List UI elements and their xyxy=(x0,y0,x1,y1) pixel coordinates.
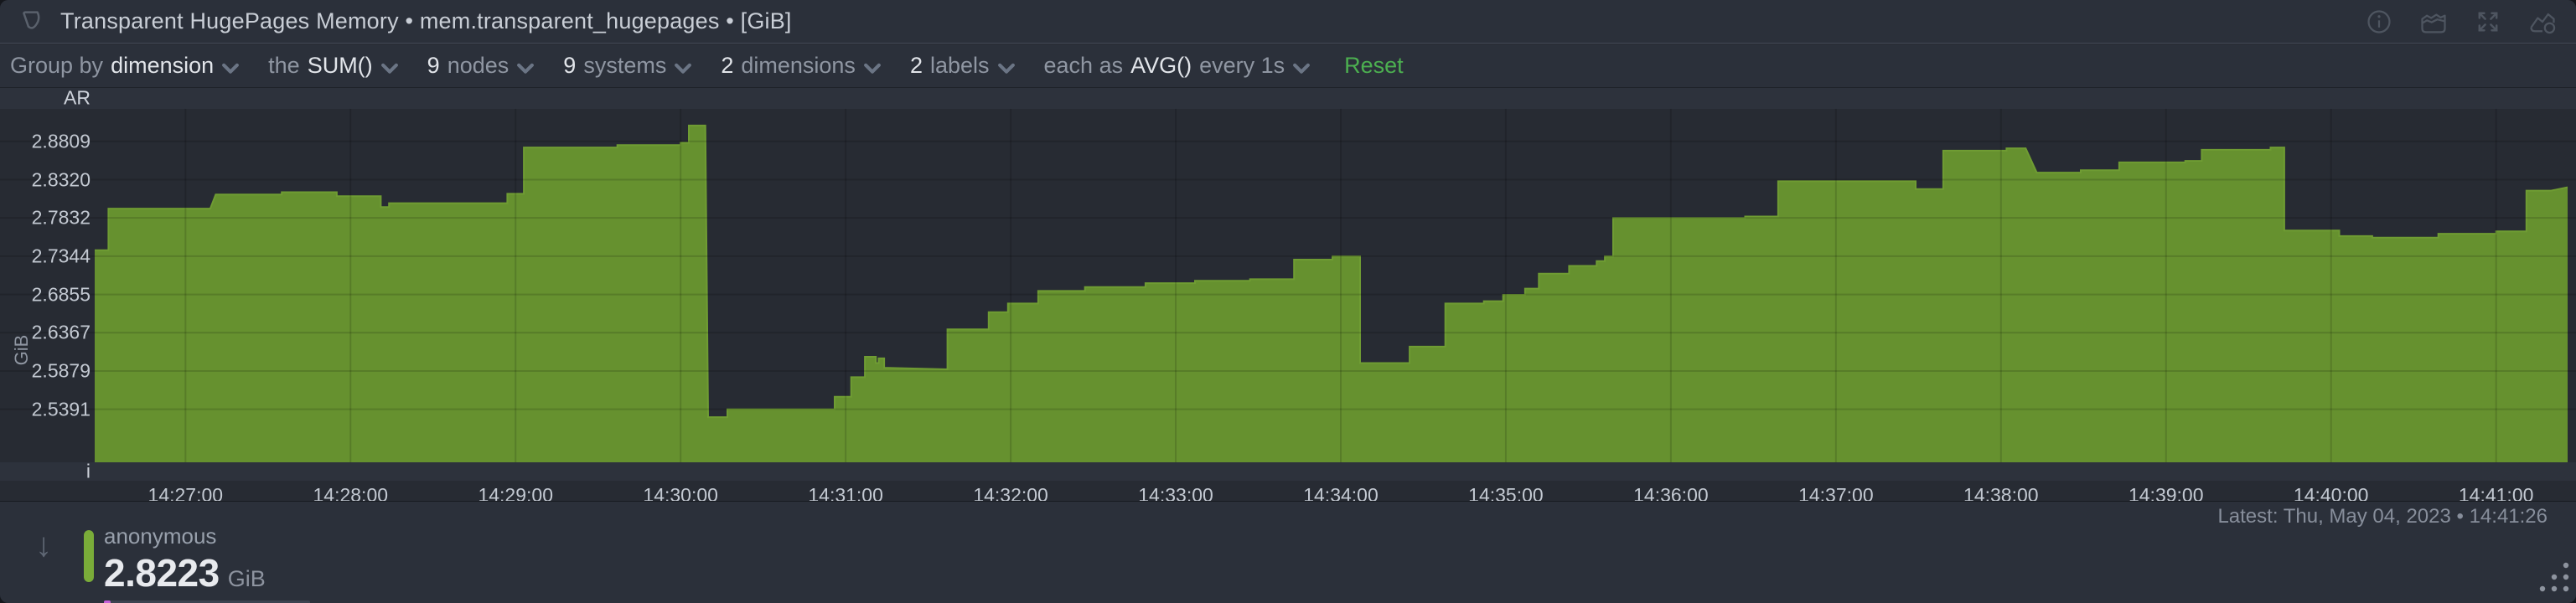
each-as-label: each as xyxy=(1044,53,1124,79)
aggregate-label: the xyxy=(268,53,300,79)
legend-sort-arrow-down-icon[interactable]: ↓ xyxy=(35,528,52,562)
legend-color-swatch xyxy=(84,530,94,582)
y-tick-label: 2.6367 xyxy=(7,322,91,344)
aggregate-dropdown[interactable]: the SUM() xyxy=(268,53,399,79)
netdata-pick-icon xyxy=(18,8,47,36)
resize-handle[interactable] xyxy=(2534,557,2571,598)
nodes-dropdown[interactable]: 9 nodes xyxy=(427,53,535,79)
time-aggregation-value: AVG() xyxy=(1130,53,1192,79)
dimensions-count: 2 xyxy=(721,53,733,79)
labels-count: 2 xyxy=(910,53,923,79)
chart-title-bar: Transparent HugePages Memory • mem.trans… xyxy=(0,0,2576,44)
latest-timestamp: Latest: Thu, May 04, 2023 • 14:41:26 xyxy=(2217,505,2548,528)
y-tick-label: 2.8809 xyxy=(7,130,91,152)
group-by-dropdown[interactable]: Group by dimension xyxy=(10,53,240,79)
legend-dimension-name: anonymous xyxy=(104,523,310,549)
chevron-down-icon xyxy=(221,61,240,75)
y-tick-label: 2.8320 xyxy=(7,168,91,191)
chart-plot-area[interactable]: AR i GiB 2.88092.83202.78322.73442.68552… xyxy=(0,88,2576,501)
chevron-down-icon xyxy=(516,61,535,75)
legend-item-anonymous[interactable]: anonymous 2.8223 GiB xyxy=(84,523,310,603)
y-tick-label: 2.5879 xyxy=(7,359,91,382)
chart-type-icon[interactable] xyxy=(2418,8,2449,36)
systems-label: systems xyxy=(583,53,666,79)
chart-title: Transparent HugePages Memory • mem.trans… xyxy=(60,8,792,34)
chart-toolbar: Group by dimension the SUM() 9 nodes 9 s… xyxy=(0,44,2576,88)
group-by-value: dimension xyxy=(111,53,214,79)
titlebar-icon-group xyxy=(2365,8,2558,36)
nodes-label: nodes xyxy=(447,53,510,79)
info-ribbon-label: i xyxy=(7,461,91,483)
anomaly-ribbon-label: AR xyxy=(7,87,91,110)
chart-card: Transparent HugePages Memory • mem.trans… xyxy=(0,0,2576,603)
systems-count: 9 xyxy=(563,53,576,79)
chevron-down-icon xyxy=(863,61,882,75)
y-tick-label: 2.6855 xyxy=(7,283,91,306)
aggregate-value: SUM() xyxy=(308,53,373,79)
systems-dropdown[interactable]: 9 systems xyxy=(563,53,692,79)
reset-button[interactable]: Reset xyxy=(1344,53,1404,79)
fullscreen-icon[interactable] xyxy=(2474,8,2502,36)
every-interval-label: every 1s xyxy=(1199,53,1285,79)
legend-latest-value: 2.8223 xyxy=(104,550,220,595)
labels-label: labels xyxy=(930,53,990,79)
legend-unit: GiB xyxy=(228,566,266,592)
dimensions-dropdown[interactable]: 2 dimensions xyxy=(721,53,882,79)
group-by-label: Group by xyxy=(10,53,103,79)
chevron-down-icon xyxy=(1292,61,1311,75)
time-aggregation-dropdown[interactable]: each as AVG() every 1s xyxy=(1044,53,1311,79)
y-tick-label: 2.5391 xyxy=(7,398,91,420)
chevron-down-icon xyxy=(997,61,1016,75)
y-tick-label: 2.7832 xyxy=(7,207,91,229)
chevron-down-icon xyxy=(674,61,692,75)
chevron-down-icon xyxy=(380,61,399,75)
area-chart-canvas[interactable] xyxy=(0,88,2576,501)
dimensions-label: dimensions xyxy=(741,53,856,79)
y-tick-label: 2.7344 xyxy=(7,245,91,267)
chart-footer: Latest: Thu, May 04, 2023 • 14:41:26 ↓ a… xyxy=(0,501,2576,603)
nodes-count: 9 xyxy=(427,53,440,79)
info-icon[interactable] xyxy=(2365,8,2393,36)
labels-dropdown[interactable]: 2 labels xyxy=(910,53,1016,79)
add-chart-icon[interactable] xyxy=(2527,8,2558,36)
